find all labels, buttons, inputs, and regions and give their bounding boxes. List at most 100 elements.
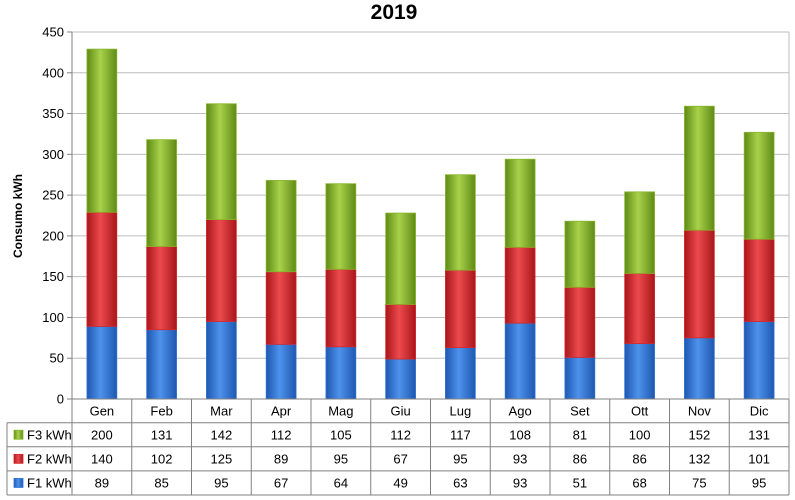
bar-segment (624, 343, 655, 400)
table-cell: 95 (334, 451, 348, 466)
bar-segment (206, 321, 237, 400)
table-cell: 95 (453, 451, 467, 466)
x-tick-label: Apr (271, 404, 292, 419)
data-table: Gen Feb Mar Apr Mag Giu Lug Ago Set Ott Nov Dic F3 k… (6, 398, 790, 496)
bar-stack-ago (504, 158, 536, 400)
bar-segment (684, 105, 715, 231)
x-tick-label: Ago (509, 404, 532, 419)
x-tick-label: Mar (210, 404, 233, 419)
y-tick-label: 300 (42, 147, 64, 162)
bar-segment (624, 191, 655, 274)
bar-segment (684, 229, 715, 339)
table-cell: 102 (151, 451, 173, 466)
bar-segment (325, 346, 357, 400)
bar-segment (385, 212, 416, 305)
bar-segment (86, 326, 118, 400)
bar-segment (146, 139, 177, 247)
table-cell: 93 (513, 451, 527, 466)
bar-segment (146, 246, 177, 331)
table-cell: 86 (573, 451, 587, 466)
table-cell: 93 (513, 475, 527, 490)
bar-segment (445, 174, 476, 271)
bar-stack-mar (206, 103, 237, 400)
bar-segment (743, 131, 775, 240)
table-cell: 85 (154, 475, 168, 490)
y-tick-label: 150 (42, 269, 64, 284)
table-cell: 89 (274, 451, 288, 466)
bar-segment (743, 238, 775, 322)
y-tick-label: 100 (42, 310, 64, 325)
table-cell: 152 (689, 427, 711, 442)
bar-segment (265, 343, 297, 400)
legend-swatch (13, 478, 24, 488)
table-cell: 112 (271, 427, 292, 442)
table-cell: 89 (95, 475, 109, 490)
gridlines (71, 31, 790, 400)
bar-segment (445, 347, 476, 400)
bar-segment (325, 183, 357, 270)
x-tick-label: Lug (450, 404, 472, 419)
legend-label: F1 kWh (27, 475, 72, 490)
y-tick-label: 250 (42, 188, 64, 203)
table-cell: 101 (748, 451, 770, 466)
legend-swatch (13, 429, 24, 440)
y-tick-label: 450 (42, 25, 64, 40)
table-cell: 64 (334, 475, 348, 490)
y-tick-label: 50 (50, 351, 64, 366)
bar-stack-nov (684, 105, 715, 400)
table-cell: 131 (151, 427, 173, 442)
bar-stack-gen (86, 48, 118, 400)
table-cell: 108 (509, 427, 531, 442)
bar-segment (265, 271, 297, 345)
x-tick-label: Nov (688, 404, 712, 419)
table-cell: 51 (573, 475, 587, 490)
table-cell: 75 (692, 475, 706, 490)
y-tick-label: 0 (57, 392, 64, 407)
table-cell: 117 (450, 427, 471, 442)
bar-stack-lug (445, 174, 476, 400)
x-tick-label: Feb (150, 404, 172, 419)
bar-segment (564, 220, 596, 288)
x-tick-label: Gen (90, 404, 115, 419)
table-cell: 67 (393, 451, 407, 466)
bar-segment (504, 322, 536, 400)
legend-swatch (13, 453, 24, 464)
table-cell: 63 (453, 475, 467, 490)
y-axis-ticks: 0 50 100 150 200 250 300 350 400 450 (42, 25, 72, 407)
table-cell: 142 (211, 427, 233, 442)
table-cell: 140 (91, 451, 113, 466)
y-tick-label: 350 (42, 106, 64, 121)
bars (86, 48, 775, 400)
bar-stack-mag (325, 183, 357, 400)
bar-stack-dic (743, 131, 775, 400)
table-cell: 100 (629, 427, 651, 442)
table-cell: 200 (91, 427, 113, 442)
bar-segment (564, 357, 596, 400)
bar-segment (445, 269, 476, 349)
bar-stack-ott (624, 191, 655, 400)
bar-segment (325, 268, 357, 348)
bar-stack-giu (385, 212, 416, 400)
bar-segment (86, 48, 118, 213)
table-cell: 81 (573, 427, 587, 442)
bar-stack-set (564, 220, 596, 400)
legend-label: F3 kWh (27, 427, 72, 442)
bar-segment (504, 246, 536, 324)
bar-segment (504, 158, 536, 248)
table-cell: 131 (748, 427, 770, 442)
bar-segment (206, 219, 237, 322)
table-row: F2 kWh 140 102 125 89 95 67 95 93 86 86 132 101 (13, 451, 770, 466)
table-cell: 112 (390, 427, 411, 442)
bar-segment (385, 303, 416, 360)
table-cell: 95 (214, 475, 228, 490)
table-cell: 86 (632, 451, 646, 466)
x-tick-label: Dic (750, 404, 769, 419)
table-cell: 95 (752, 475, 766, 490)
table-cell: 132 (689, 451, 711, 466)
bar-stack-apr (265, 180, 297, 400)
chart-title: 2019 (371, 1, 418, 24)
bar-segment (206, 103, 237, 220)
bar-segment (564, 286, 596, 358)
table-row: F3 kWh 200 131 142 112 105 112 117 108 81 100 152 13… (13, 427, 770, 442)
x-tick-label: Ott (631, 404, 649, 419)
